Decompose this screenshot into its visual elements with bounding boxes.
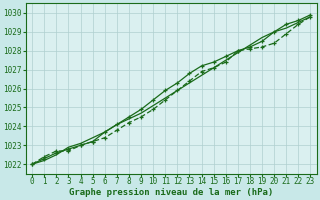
- X-axis label: Graphe pression niveau de la mer (hPa): Graphe pression niveau de la mer (hPa): [69, 188, 274, 197]
